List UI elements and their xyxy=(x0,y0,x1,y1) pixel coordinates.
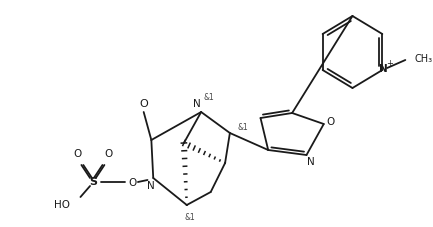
Text: O: O xyxy=(74,149,82,159)
Text: N: N xyxy=(307,157,315,167)
Text: O: O xyxy=(128,178,136,188)
Text: N: N xyxy=(379,64,388,74)
Text: O: O xyxy=(104,149,112,159)
Text: O: O xyxy=(326,117,335,127)
Text: N: N xyxy=(148,181,155,191)
Text: &1: &1 xyxy=(238,123,249,133)
Text: &1: &1 xyxy=(184,212,195,222)
Text: S: S xyxy=(89,177,97,187)
Text: O: O xyxy=(139,99,148,109)
Text: HO: HO xyxy=(54,200,70,210)
Text: CH₃: CH₃ xyxy=(415,54,433,64)
Text: &1: &1 xyxy=(204,92,214,101)
Text: +: + xyxy=(387,59,394,69)
Text: N: N xyxy=(194,99,201,109)
